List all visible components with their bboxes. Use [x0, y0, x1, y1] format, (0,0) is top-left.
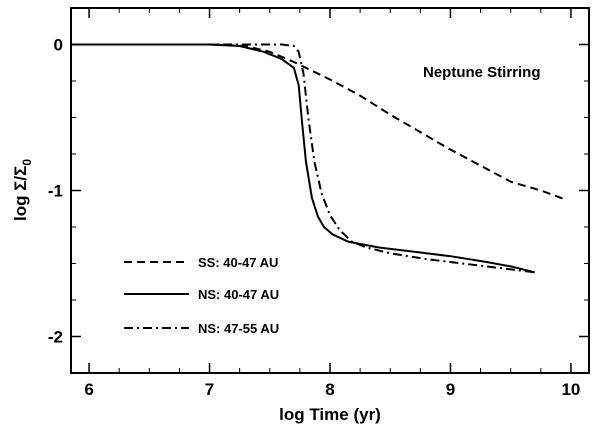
x-tick-label: 8	[325, 380, 334, 399]
x-tick-label: 10	[561, 380, 580, 399]
x-tick-label: 7	[205, 380, 214, 399]
legend-label-3: NS: 47-55 AU	[198, 321, 279, 336]
series-line-3	[71, 43, 535, 274]
legend-label-2: NS: 40-47 AU	[198, 287, 279, 302]
series-line-2	[71, 43, 536, 274]
legend-label-1: SS: 40-47 AU	[198, 255, 278, 270]
series-lines	[71, 43, 566, 274]
y-tick-label: 0	[54, 36, 63, 55]
x-axis-label: log Time (yr)	[279, 405, 381, 424]
y-axis-label-main: log Σ/Σ	[11, 166, 30, 221]
y-axis-label: log Σ/Σ0	[11, 159, 34, 221]
x-tick-label: 6	[84, 380, 93, 399]
legend: SS: 40-47 AU NS: 40-47 AU NS: 47-55 AU	[124, 255, 279, 336]
x-tick-label: 9	[446, 380, 455, 399]
annotation: Neptune Stirring	[423, 64, 541, 81]
y-tick-label: -2	[48, 328, 63, 347]
plot-area	[70, 7, 590, 374]
y-tick-label: -1	[48, 182, 63, 201]
y-axis-label-subscript: 0	[20, 159, 34, 166]
